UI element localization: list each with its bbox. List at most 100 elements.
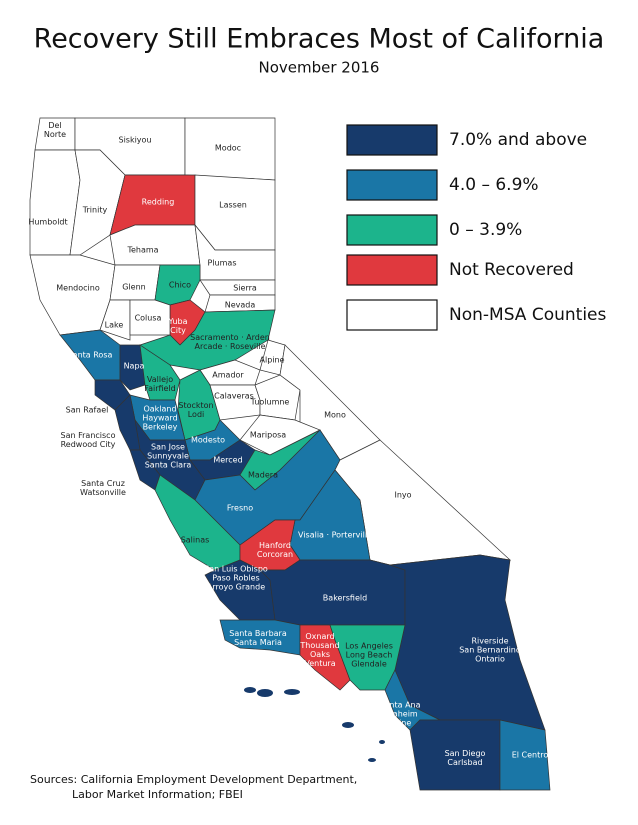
legend-swatch xyxy=(346,124,438,156)
county-label: Del xyxy=(48,121,61,130)
county-label: Glenn xyxy=(122,283,145,292)
county-label: Amador xyxy=(212,371,244,380)
county-label: Siskiyou xyxy=(118,136,151,145)
county-label: Los Angeles xyxy=(345,642,393,651)
county-label: Inyo xyxy=(394,491,411,500)
county-label: Colusa xyxy=(135,314,162,323)
county-label: Yuba xyxy=(167,317,187,326)
island xyxy=(342,722,354,728)
legend-label: 0 – 3.9% xyxy=(449,220,522,240)
county-label: Mariposa xyxy=(250,431,286,440)
legend-swatch xyxy=(346,254,438,286)
county-label: Thousand xyxy=(299,641,339,650)
county-label: Tuolumne xyxy=(250,398,290,407)
county-label: Norte xyxy=(44,130,66,139)
legend-swatch xyxy=(346,299,438,331)
county xyxy=(219,619,301,656)
island xyxy=(379,740,385,744)
county-label: Paso Robles xyxy=(212,574,259,583)
county xyxy=(194,174,276,251)
county-label: Trinity xyxy=(82,206,108,215)
county-label: City xyxy=(170,326,186,335)
county xyxy=(129,299,171,336)
county-label: Ventura xyxy=(304,659,335,668)
county-label: San Luis Obispo xyxy=(204,565,268,574)
county-label: Sunnyvale xyxy=(147,452,189,461)
county-label: Santa Maria xyxy=(234,638,282,647)
legend-label: Not Recovered xyxy=(449,260,574,280)
county xyxy=(329,624,406,691)
county-label: Berkeley xyxy=(143,423,178,432)
county xyxy=(259,559,406,626)
legend-swatch xyxy=(346,214,438,246)
county-label: Santa Cruz xyxy=(81,479,125,488)
county-label: Nevada xyxy=(225,301,256,310)
county-label: San Jose xyxy=(151,443,185,452)
county-label: Santa Ana xyxy=(379,701,420,710)
island xyxy=(284,689,300,695)
county-label: Lodi xyxy=(188,410,205,419)
county-label: Madera xyxy=(248,471,278,480)
legend-swatch xyxy=(346,169,438,201)
county-label: Chico xyxy=(169,281,191,290)
source-line: Sources: California Employment Developme… xyxy=(30,773,357,786)
county-label: Anaheim xyxy=(382,710,418,719)
county-label: Watsonville xyxy=(80,488,126,497)
county-label: Humboldt xyxy=(28,218,67,227)
county-label: Modoc xyxy=(215,144,241,153)
county-label: Vallejo xyxy=(147,375,173,384)
subtitle: November 2016 xyxy=(259,59,380,77)
island xyxy=(244,687,256,693)
county-label: Oxnard xyxy=(305,632,334,641)
county-label: Sierra xyxy=(233,284,257,293)
county-label: Santa Barbara xyxy=(229,629,287,638)
county-label: Tehama xyxy=(126,246,158,255)
county-label: Hayward xyxy=(142,414,177,423)
source-line: Labor Market Information; FBEI xyxy=(72,788,243,801)
county-label: San Rafael xyxy=(66,406,109,415)
county-label: Fairfield xyxy=(144,384,176,393)
county-label: Salinas xyxy=(181,536,210,545)
county-label: Calaveras xyxy=(214,392,254,401)
county-label: San Bernardino xyxy=(459,646,521,655)
title: Recovery Still Embraces Most of Californ… xyxy=(34,24,605,55)
county-label: Corcoran xyxy=(257,550,293,559)
legend: 7.0% and above 4.0 – 6.9% 0 – 3.9% Not Reco… xyxy=(346,124,607,331)
island xyxy=(257,689,273,697)
county xyxy=(139,309,276,371)
county-label: Arroyo Grande xyxy=(207,583,265,592)
county-label: Redwood City xyxy=(61,440,116,449)
county-label: El Centro xyxy=(512,751,549,760)
county-label: Oaks xyxy=(310,650,330,659)
county-label: Carlsbad xyxy=(447,758,482,767)
county-label: Fresno xyxy=(227,504,253,513)
county-label: Lassen xyxy=(219,201,247,210)
island xyxy=(368,758,376,762)
county-label: Lake xyxy=(105,321,124,330)
county-label: Napa xyxy=(124,362,145,371)
county-label: Irvine xyxy=(389,719,412,728)
county-label: Redding xyxy=(142,198,175,207)
county-label: Visalia · Porterville xyxy=(298,531,372,540)
county-label: San Diego xyxy=(445,749,486,758)
county-label: Mendocino xyxy=(56,284,100,293)
county-label: Santa Rosa xyxy=(68,351,113,360)
county-label: Bakersfield xyxy=(323,594,367,603)
county-label: Sacramento · Arden xyxy=(190,333,270,342)
legend-label: 4.0 – 6.9% xyxy=(449,175,539,195)
county-label: Plumas xyxy=(208,259,237,268)
county-label: Modesto xyxy=(191,436,225,445)
legend-label: 7.0% and above xyxy=(449,130,587,150)
county-label: Glendale xyxy=(351,660,387,669)
legend-label: Non-MSA Counties xyxy=(449,305,607,325)
channel-islands xyxy=(244,687,385,762)
county-label: Alpine xyxy=(260,356,285,365)
county-label: Santa Clara xyxy=(145,461,192,470)
county-label: Hanford xyxy=(259,541,291,550)
county-label: Merced xyxy=(213,456,242,465)
county xyxy=(499,719,551,791)
county-label: Riverside xyxy=(471,637,508,646)
county-label: Ontario xyxy=(475,655,505,664)
